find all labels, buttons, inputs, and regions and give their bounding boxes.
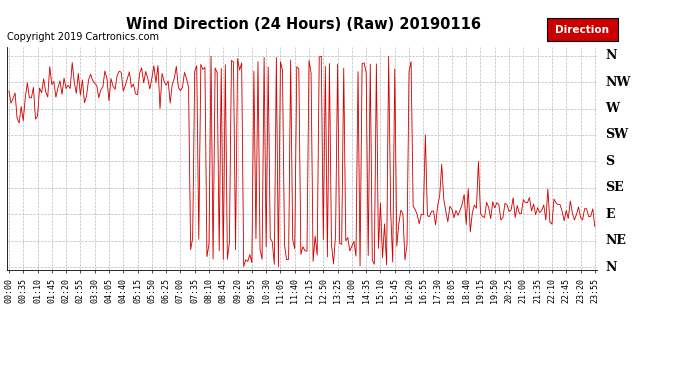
Text: Copyright 2019 Cartronics.com: Copyright 2019 Cartronics.com [7, 32, 159, 42]
Text: S: S [605, 155, 614, 168]
Text: N: N [605, 261, 616, 274]
Text: NE: NE [605, 234, 626, 247]
Text: E: E [605, 208, 615, 221]
Text: Direction: Direction [555, 25, 609, 34]
Text: W: W [605, 102, 619, 115]
Text: Wind Direction (24 Hours) (Raw) 20190116: Wind Direction (24 Hours) (Raw) 20190116 [126, 17, 481, 32]
Text: SE: SE [605, 181, 624, 194]
Text: NW: NW [605, 76, 631, 88]
Text: SW: SW [605, 129, 629, 141]
Text: N: N [605, 49, 616, 62]
